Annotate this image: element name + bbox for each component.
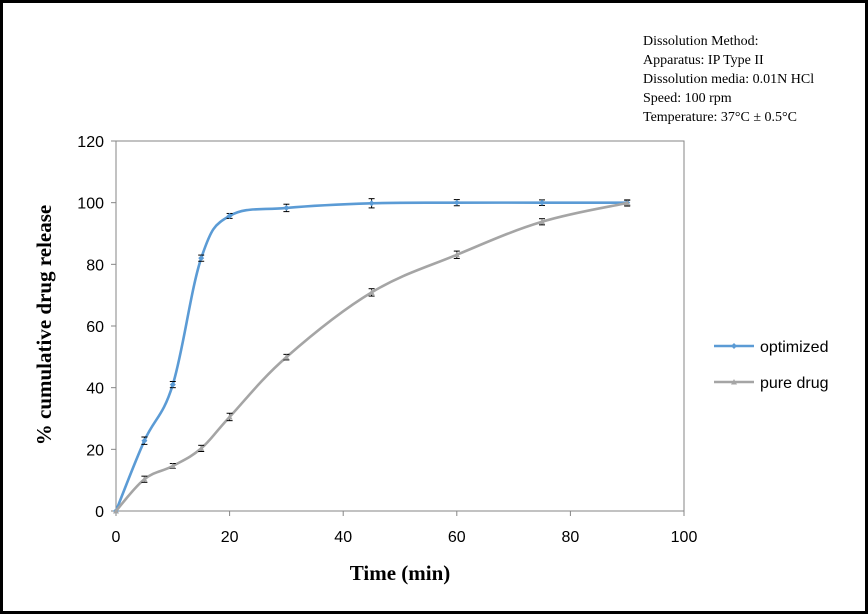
data-point-pure-drug: [113, 508, 119, 514]
data-point-pure-drug: [198, 445, 205, 451]
y-tick-label: 0: [95, 504, 104, 521]
data-point-pure-drug: [624, 199, 631, 206]
y-tick-label: 60: [86, 319, 104, 336]
plot-area: 0 20 40 60 80 100 120 0 20 40 60 80 100: [77, 134, 697, 546]
annotation-line: Dissolution media: 0.01N HCl: [643, 72, 815, 87]
legend-marker-pure-drug: [731, 379, 737, 385]
x-tick-label: 80: [562, 529, 580, 546]
y-tick-label: 120: [77, 134, 104, 151]
x-tick-label: 0: [112, 529, 121, 546]
y-tick-label: 80: [86, 257, 104, 274]
y-tick-label: 40: [86, 381, 104, 398]
data-point-optimized: [283, 204, 290, 211]
annotation-line: Temperature: 37°C ± 0.5°C: [643, 110, 797, 125]
data-point-pure-drug: [141, 476, 148, 482]
data-point-pure-drug: [539, 218, 545, 225]
plot-border: [115, 140, 685, 512]
method-annotation: Dissolution Method: Apparatus: IP Type I…: [643, 32, 814, 127]
legend: optimized pure drug: [714, 339, 829, 392]
annotation-line: Apparatus: IP Type II: [643, 53, 764, 68]
data-point-pure-drug: [226, 413, 233, 420]
data-point-optimized: [368, 200, 375, 207]
legend-marker-optimized: [731, 343, 737, 349]
legend-label-optimized: optimized: [760, 339, 828, 356]
data-point-optimized: [169, 381, 176, 388]
data-point-optimized: [198, 255, 205, 262]
data-point-optimized: [539, 199, 545, 206]
x-tick-label: 100: [671, 529, 698, 546]
y-tick-label: 20: [86, 442, 104, 459]
series-line-optimized: [114, 201, 628, 512]
legend-label-pure-drug: pure drug: [760, 375, 829, 392]
x-tick-label: 60: [448, 529, 466, 546]
data-point-pure-drug: [169, 462, 176, 469]
data-point-pure-drug: [368, 289, 375, 295]
series-layer: [113, 198, 631, 514]
data-point-optimized: [453, 199, 460, 206]
data-point-optimized: [226, 212, 233, 219]
data-point-pure-drug: [453, 251, 460, 258]
x-tick-label: 40: [334, 529, 352, 546]
y-tick-label: 100: [77, 196, 104, 213]
x-tick-label: 20: [221, 529, 239, 546]
series-line-pure-drug: [115, 201, 628, 512]
y-axis-title: % cumulative drug release: [32, 205, 56, 446]
data-point-pure-drug: [283, 354, 290, 360]
annotation-line: Speed: 100 rpm: [643, 91, 732, 106]
x-axis-title: Time (min): [350, 561, 451, 585]
annotation-line: Dissolution Method:: [643, 34, 759, 49]
data-point-optimized: [141, 437, 148, 444]
